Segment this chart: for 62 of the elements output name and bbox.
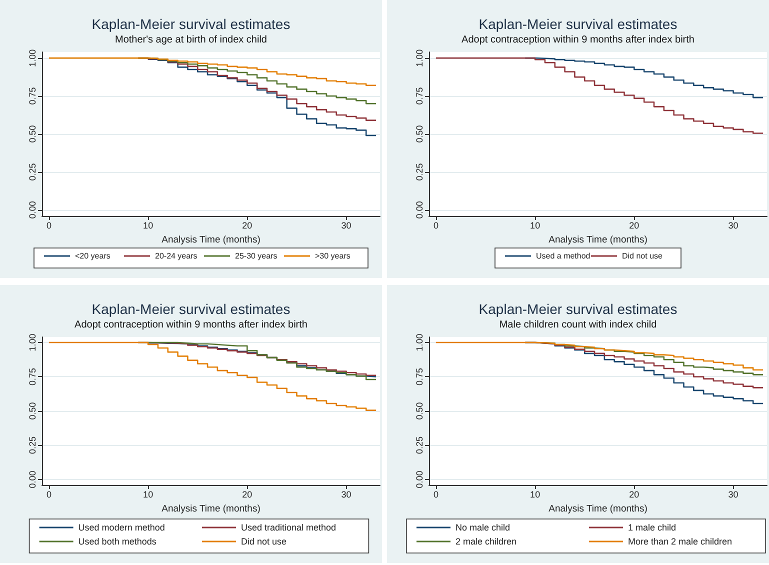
y-tick-label: 0.50 [28,125,38,143]
x-tick-label: 20 [242,220,252,230]
y-tick-label: 0.50 [414,402,424,420]
legend-label: No male child [456,522,510,532]
y-tick-label: 0.75 [414,368,424,386]
y-tick-label: 0.75 [28,368,38,386]
y-tick-label: 0.00 [28,201,38,219]
y-tick-label: 0.00 [28,470,38,488]
x-tick-label: 0 [433,220,438,230]
x-axis-title: Analysis Time (months) [548,503,648,514]
legend-label: >30 years [315,252,350,260]
legend-label: Used traditional method [241,522,336,532]
legend-label: Used both methods [78,536,157,546]
y-tick-label: 1.00 [28,334,38,352]
x-tick-label: 30 [341,220,352,230]
legend-label: 2 male children [456,536,517,546]
y-tick-label: 0.75 [28,87,38,105]
legend-label: <20 years [75,252,110,260]
chart-title: Kaplan-Meier survival estimates [478,16,678,32]
y-tick-label: 0.00 [414,201,424,219]
x-tick-label: 10 [143,490,154,500]
x-tick-label: 20 [629,220,640,230]
chart-subtitle: Mother's age at birth of index child [115,34,267,46]
x-tick-label: 10 [530,490,540,500]
y-tick-label: 1.00 [414,49,424,67]
x-tick-label: 30 [728,490,738,500]
legend-label: 25-30 years [235,252,278,260]
x-tick-label: 10 [530,220,540,230]
y-tick-label: 0.25 [414,163,424,181]
legend-label: Did not use [622,252,664,260]
legend-label: 20-24 years [155,252,198,260]
x-tick-label: 0 [46,490,52,500]
y-tick-label: 1.00 [414,334,424,352]
legend-label: 1 male child [628,522,676,532]
legend-label: Used a method [536,252,590,260]
x-tick-label: 0 [46,220,52,230]
x-tick-label: 0 [433,490,438,500]
x-axis-title: Analysis Time (months) [162,234,260,246]
x-tick-label: 20 [242,490,252,500]
y-tick-label: 0.75 [414,87,424,105]
legend-label: Used modern method [78,522,165,532]
x-tick-label: 10 [143,220,154,230]
chart-title: Kaplan-Meier survival estimates [92,16,290,32]
chart-title: Kaplan-Meier survival estimates [478,301,678,317]
y-tick-label: 0.50 [28,402,38,420]
x-tick-label: 30 [728,220,738,230]
chart-subtitle: Male children count with index child [499,320,657,330]
chart-title: Kaplan-Meier survival estimates [92,301,290,317]
chart-subtitle: Adopt contraception within 9 months after index birth [74,320,308,330]
x-tick-label: 30 [341,490,352,500]
y-tick-label: 0.00 [414,470,424,488]
y-tick-label: 1.00 [28,49,38,67]
y-tick-label: 0.25 [28,163,38,181]
chart-subtitle: Adopt contraception within 9 months after index birth [462,34,694,46]
legend-label: More than 2 male children [628,536,732,546]
y-tick-label: 0.50 [414,125,424,143]
x-axis-title: Analysis Time (months) [162,503,260,514]
legend-label: Did not use [241,536,287,546]
y-tick-label: 0.25 [414,436,424,454]
x-axis-title: Analysis Time (months) [548,234,648,246]
x-tick-label: 20 [629,490,640,500]
y-tick-label: 0.25 [28,436,38,454]
